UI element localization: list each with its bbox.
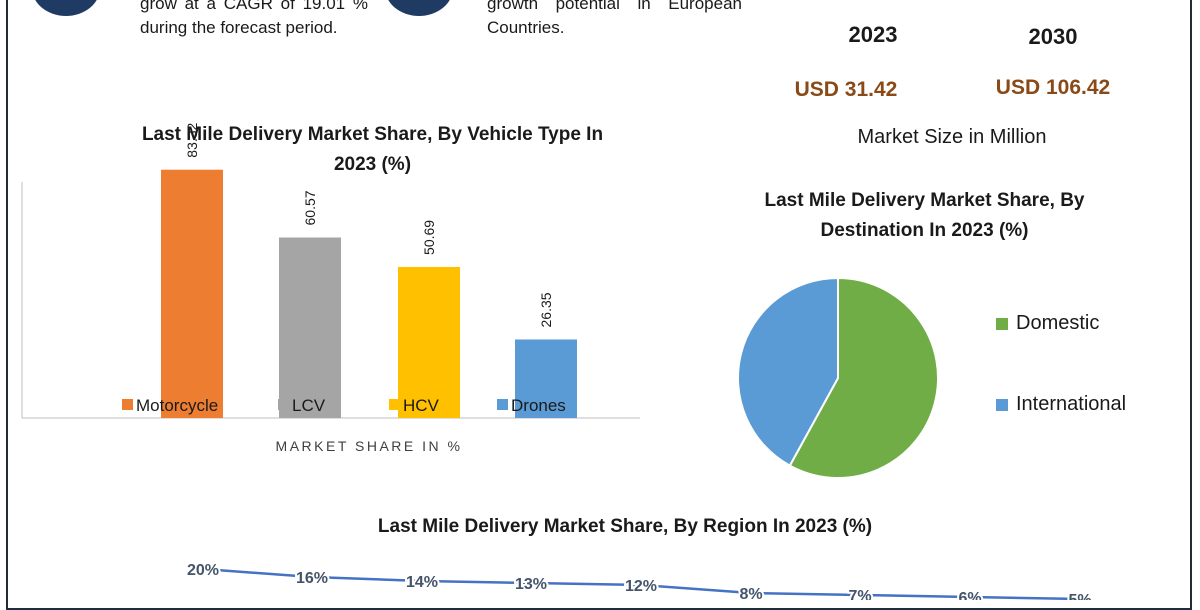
bar-legend-swatch <box>122 399 133 410</box>
pie-legend-domestic-label: Domestic <box>1016 312 1100 334</box>
pie-legend-domestic: Domestic <box>996 312 1099 335</box>
bar-chart-title-line2: 2023 (%) <box>333 154 412 175</box>
line-point-label: 7% <box>848 588 871 600</box>
line-point-label: 13% <box>515 576 547 593</box>
bar-legend-label: LCV <box>292 396 326 415</box>
pie-legend-international: International <box>996 393 1126 416</box>
line-point-label: 8% <box>739 586 762 600</box>
bar-legend-label: Motorcycle <box>136 396 218 415</box>
bar-value-label: 83.32 <box>184 122 200 157</box>
line-point-label: 5% <box>1068 592 1091 600</box>
decorative-circle-icon <box>32 0 100 16</box>
line-point-label: 16% <box>296 570 328 587</box>
bar-legend-swatch <box>278 399 289 410</box>
pie-slice-domestic <box>788 276 939 479</box>
year-2030: 2030 <box>1028 24 1078 49</box>
bar-value-label: 50.69 <box>421 220 437 255</box>
line-chart-title: Last Mile Delivery Market Share, By Regi… <box>377 516 873 537</box>
pie-chart-title-line1: Last Mile Delivery Market Share, By <box>764 190 1085 211</box>
pie-slice-international <box>737 276 839 467</box>
domestic-swatch <box>996 317 1008 330</box>
bar-hcv <box>398 266 460 418</box>
pie-legend-international-label: International <box>1016 393 1127 415</box>
line-chart: 20% 16% 14% 13% 12% 8% 7% 6% 5% <box>185 560 1094 600</box>
bar-motorcycle <box>161 169 223 418</box>
international-swatch <box>996 398 1008 411</box>
bar-drones <box>515 339 577 418</box>
bar-x-axis-label: MARKET SHARE IN % <box>276 438 463 454</box>
bar-value-label: 60.57 <box>302 190 318 225</box>
pie-chart-title-line2: Destination In 2023 (%) <box>820 220 1029 241</box>
region-line-series <box>202 567 1081 600</box>
line-point-label: 6% <box>958 590 981 600</box>
usd-2023-value: USD 31.42 <box>794 78 898 101</box>
decorative-circle-icon <box>385 0 453 16</box>
line-point-label: 20% <box>187 562 219 579</box>
line-point-label: 12% <box>625 578 657 595</box>
cagr-text: grow at a CAGR of 19.01 % during the for… <box>140 0 368 37</box>
growth-text: growth potential in European Countries. <box>487 0 742 37</box>
line-point-label: 14% <box>406 574 438 591</box>
bar-legend-swatch <box>497 399 508 410</box>
bar-legend-swatch <box>389 399 400 410</box>
bar-chart-title: Last Mile Delivery Market Share, By Vehi… <box>80 120 665 180</box>
bar-legend-label: Drones <box>511 396 566 415</box>
bar-chart-title-line1: Last Mile Delivery Market Share, By Vehi… <box>141 124 604 145</box>
bar-chart: 83.32 60.57 50.69 26.35 Motorcycle LCV HCV Dron… <box>21 122 640 454</box>
bar-value-label: 26.35 <box>538 292 554 327</box>
bar-lcv <box>279 237 341 418</box>
pie-chart <box>737 276 939 479</box>
bar-legend-label: HCV <box>403 396 440 415</box>
market-size-label: Market Size in Million <box>857 126 1047 148</box>
pie-chart-title: Last Mile Delivery Market Share, By Dest… <box>712 186 1137 246</box>
year-2023: 2023 <box>848 22 898 47</box>
usd-2030-value: USD 106.42 <box>995 76 1111 99</box>
